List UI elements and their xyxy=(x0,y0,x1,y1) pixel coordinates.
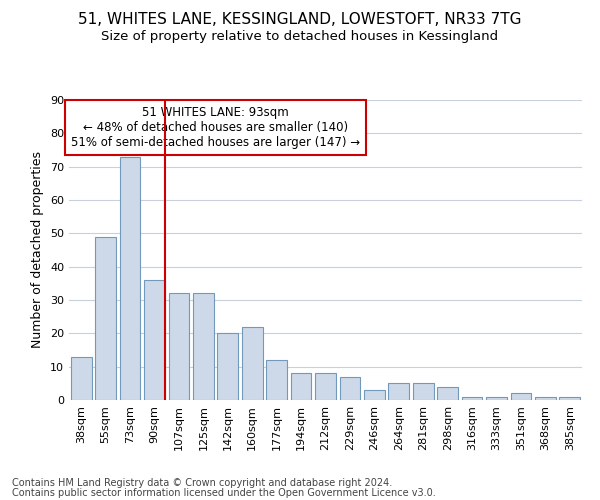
Bar xyxy=(413,384,434,400)
Bar xyxy=(193,294,214,400)
Bar xyxy=(169,294,190,400)
Bar xyxy=(511,394,532,400)
Bar xyxy=(364,390,385,400)
Bar xyxy=(461,396,482,400)
Bar xyxy=(535,396,556,400)
Bar xyxy=(119,156,140,400)
Text: 51 WHITES LANE: 93sqm
← 48% of detached houses are smaller (140)
51% of semi-det: 51 WHITES LANE: 93sqm ← 48% of detached … xyxy=(71,106,360,149)
Text: Contains HM Land Registry data © Crown copyright and database right 2024.: Contains HM Land Registry data © Crown c… xyxy=(12,478,392,488)
Text: Size of property relative to detached houses in Kessingland: Size of property relative to detached ho… xyxy=(101,30,499,43)
Text: 51, WHITES LANE, KESSINGLAND, LOWESTOFT, NR33 7TG: 51, WHITES LANE, KESSINGLAND, LOWESTOFT,… xyxy=(78,12,522,28)
Bar xyxy=(217,334,238,400)
Bar xyxy=(266,360,287,400)
Bar xyxy=(71,356,92,400)
Bar xyxy=(290,374,311,400)
Y-axis label: Number of detached properties: Number of detached properties xyxy=(31,152,44,348)
Bar xyxy=(242,326,263,400)
Bar xyxy=(340,376,361,400)
Bar xyxy=(95,236,116,400)
Bar xyxy=(486,396,507,400)
Bar xyxy=(144,280,165,400)
Bar xyxy=(388,384,409,400)
Bar xyxy=(559,396,580,400)
Bar xyxy=(315,374,336,400)
Text: Contains public sector information licensed under the Open Government Licence v3: Contains public sector information licen… xyxy=(12,488,436,498)
Bar xyxy=(437,386,458,400)
